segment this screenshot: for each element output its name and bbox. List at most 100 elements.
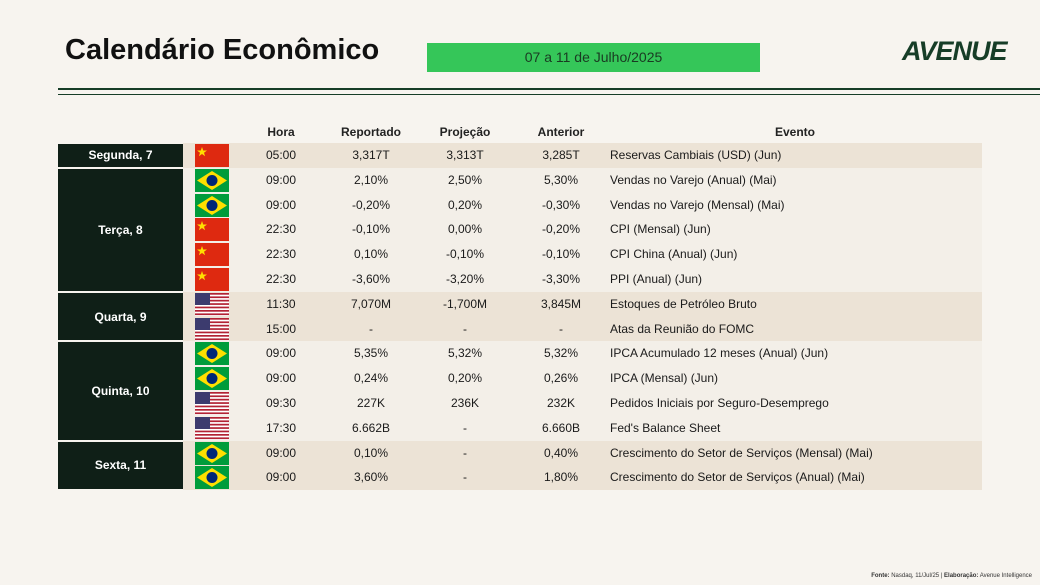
flag: [195, 168, 229, 192]
cell-value: 05:00: [265, 148, 297, 162]
event-name: IPCA Acumulado 12 meses (Anual) (Jun): [610, 346, 829, 361]
cell-value: 0,20%: [447, 371, 483, 386]
event-name: Vendas no Varejo (Mensal) (Mai): [610, 197, 785, 212]
cell-value: 0,26%: [543, 371, 579, 386]
logo: AVENUE: [902, 36, 1008, 66]
cell-value: 0,24%: [353, 371, 389, 386]
day-label: Terça, 8: [58, 168, 183, 291]
cell-value: -0,10%: [445, 247, 485, 262]
flag: [195, 392, 229, 415]
source-label: Fonte:: [871, 573, 890, 579]
cell-value: 0,20%: [447, 197, 483, 212]
cell-value: 236K: [450, 396, 480, 410]
author-label: Elaboração:: [944, 573, 979, 579]
row-band: [183, 291, 982, 342]
flag: [195, 367, 229, 391]
event-name: CPI China (Anual) (Jun): [610, 247, 738, 262]
cell-value: 22:30: [265, 272, 297, 286]
row-band: [183, 440, 982, 491]
event-name: PPI (Anual) (Jun): [610, 272, 703, 286]
date-range: 07 a 11 de Julho/2025: [427, 43, 760, 72]
flag: [195, 218, 229, 242]
flag: [195, 342, 229, 366]
cell-value: -0,20%: [541, 222, 581, 237]
cell-value: 0,00%: [447, 222, 483, 237]
cell-value: 09:00: [265, 445, 297, 460]
day-label: Segunda, 7: [58, 144, 183, 167]
cell-value: 09:00: [265, 371, 297, 386]
flag: [195, 144, 229, 167]
event-name: IPCA (Mensal) (Jun): [610, 371, 719, 386]
column-header: Reportado: [341, 125, 401, 139]
cell-value: -0,30%: [541, 197, 581, 212]
source: Nasdaq, 11/Jul/25 |: [891, 573, 943, 579]
event-name: Pedidos Iniciais por Seguro-Desemprego: [610, 396, 829, 410]
event-name: Crescimento do Setor de Serviços (Anual)…: [610, 470, 865, 485]
cell-value: 232K: [546, 396, 576, 410]
flag: [195, 193, 229, 217]
cell-value: 22:30: [265, 222, 297, 237]
cell-value: 5,30%: [543, 172, 579, 187]
row-band: [183, 167, 982, 292]
cell-value: -0,10%: [541, 247, 581, 262]
cell-value: 09:00: [265, 197, 297, 212]
cell-value: -: [559, 321, 563, 336]
flag: [195, 441, 229, 465]
cell-value: -: [369, 321, 373, 336]
cell-value: 227K: [356, 396, 386, 410]
event-name: Reservas Cambiais (USD) (Jun): [610, 148, 782, 162]
cell-value: -3,30%: [541, 272, 581, 286]
cell-value: 0,10%: [353, 247, 389, 262]
event-name: Vendas no Varejo (Anual) (Mai): [610, 172, 777, 187]
flag: [195, 243, 229, 267]
event-name: Estoques de Petróleo Bruto: [610, 296, 757, 311]
divider: [58, 88, 1040, 90]
cell-value: -: [463, 470, 467, 485]
row-band: [183, 143, 982, 168]
cell-value: 15:00: [265, 321, 297, 336]
column-header: Anterior: [537, 125, 585, 139]
cell-value: 3,285T: [542, 148, 580, 162]
cell-value: 09:00: [265, 470, 297, 485]
cell-value: 3,60%: [353, 470, 389, 485]
cell-value: 1,80%: [543, 470, 579, 485]
cell-value: 09:00: [265, 172, 297, 187]
cell-value: 7,070M: [350, 296, 392, 311]
cell-value: 17:30: [265, 420, 297, 435]
day-label: Quinta, 10: [58, 342, 183, 440]
column-header: Hora: [267, 125, 295, 139]
cell-value: -: [463, 445, 467, 460]
cell-value: 3,845M: [540, 296, 582, 311]
flag: [195, 268, 229, 291]
author: Avenue Intelligence: [979, 573, 1032, 579]
event-name: Crescimento do Setor de Serviços (Mensal…: [610, 445, 873, 460]
cell-value: 3,317T: [352, 148, 390, 162]
cell-value: -3,20%: [445, 272, 485, 286]
event-name: Atas da Reunião do FOMC: [610, 321, 755, 336]
cell-value: 09:00: [265, 346, 297, 361]
event-name: Fed's Balance Sheet: [610, 420, 721, 435]
flag: [195, 416, 229, 440]
cell-value: -: [463, 321, 467, 336]
cell-value: 2,50%: [447, 172, 483, 187]
cell-value: 3,313T: [446, 148, 484, 162]
flag: [195, 317, 229, 341]
cell-value: 0,10%: [353, 445, 389, 460]
cell-value: -1,700M: [442, 296, 488, 311]
cell-value: 5,32%: [447, 346, 483, 361]
cell-value: 0,40%: [543, 445, 579, 460]
cell-value: 11:30: [266, 296, 296, 311]
cell-value: 09:30: [265, 396, 297, 410]
divider: [58, 94, 1040, 95]
title: Calendário Econômico: [65, 34, 380, 66]
cell-value: 6.660B: [541, 420, 581, 435]
event-name: CPI (Mensal) (Jun): [610, 222, 711, 237]
column-header: Evento: [774, 125, 816, 139]
cell-value: -0,10%: [351, 222, 391, 237]
cell-value: 5,35%: [353, 346, 389, 361]
cell-value: 2,10%: [353, 172, 389, 187]
cell-value: -: [463, 420, 467, 435]
day-label: Quarta, 9: [58, 292, 183, 341]
cell-value: 6.662B: [351, 420, 391, 435]
